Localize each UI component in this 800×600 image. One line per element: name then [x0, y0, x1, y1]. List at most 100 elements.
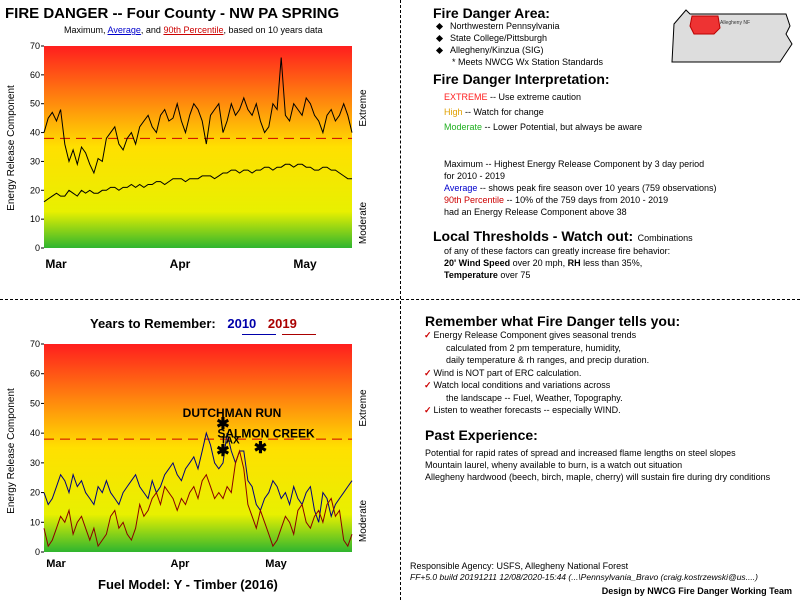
- remember-item2: Wind is NOT part of ERC calculation.: [433, 367, 582, 378]
- def-max: Maximum -- Highest Energy Release Compon…: [444, 158, 717, 170]
- y-tick-label: 40: [30, 428, 40, 438]
- wind-text: over 20 mph,: [512, 258, 566, 268]
- remember-item1: Energy Release Component gives seasonal …: [433, 330, 637, 340]
- remember-item3: Watch local conditions and variations ac…: [433, 380, 611, 390]
- y-tick-label: 70: [30, 41, 40, 51]
- high-label: High: [444, 107, 463, 117]
- bottom-plot-background: [44, 344, 352, 552]
- years-header: Years to Remember: 2010 2019: [90, 316, 297, 331]
- bullet-icon: [435, 47, 444, 55]
- fuel-model-label: Fuel Model: Y - Timber (2016): [98, 577, 278, 592]
- p90-label: 90th Percentile: [444, 195, 505, 205]
- thresholds-wind-rh: 20' Wind Speed over 20 mph, RH less than…: [444, 257, 670, 269]
- thresholds-temp: Temperature over 75: [444, 269, 670, 281]
- remember-item1c: daily temperature & rh ranges, and preci…: [446, 355, 650, 365]
- top-moderate-label: Moderate: [358, 201, 369, 244]
- moderate-text: -- Lower Potential, but always be aware: [484, 122, 643, 132]
- y-tick-label: 30: [30, 156, 40, 166]
- interp-list: EXTREME -- Use extreme caution High -- W…: [444, 90, 642, 135]
- bottom-extreme-label: Extreme: [358, 389, 369, 427]
- area-note: * Meets NWCG Wx Station Standards: [452, 57, 604, 67]
- y-tick-label: 0: [35, 243, 40, 253]
- map-label: Allegheny NF: [720, 20, 750, 26]
- subtitle-p90: 90th Percentile: [163, 25, 224, 35]
- max-label: Maximum: [444, 159, 484, 169]
- event-label-2: SALMON CREEK: [217, 427, 315, 441]
- avg-text: -- shows peak fire season over 10 years …: [479, 183, 717, 193]
- chart-subtitle: Maximum, Average, and 90th Percentile, b…: [64, 25, 323, 35]
- y-tick-label: 60: [30, 70, 40, 80]
- remember-item: ✓ Watch local conditions and variations a…: [424, 379, 649, 392]
- y-tick-label: 70: [30, 339, 40, 349]
- subtitle-suffix: , based on 10 years data: [223, 25, 323, 35]
- y-tick-label: 10: [30, 214, 40, 224]
- rh-text: less than 35%,: [583, 258, 643, 268]
- past-line2: Mountain laurel, wheny available to burn…: [425, 460, 683, 470]
- max-text2: for 2010 - 2019: [444, 171, 506, 181]
- rh-label: RH: [567, 258, 581, 268]
- remember-heading: Remember what Fire Danger tells you:: [425, 313, 681, 329]
- area-item: State College/Pittsburgh: [435, 32, 603, 44]
- design-credit: Design by NWCG Fire Danger Working Team: [601, 586, 792, 596]
- extreme-text: -- Use extreme caution: [490, 92, 582, 102]
- bottom-xlabel-may: May: [265, 558, 287, 570]
- remember-item3b: the landscape -- Fuel, Weather, Topograp…: [446, 392, 623, 403]
- bottom-xlabel-apr: Apr: [171, 558, 191, 570]
- y-tick-label: 50: [30, 99, 40, 109]
- fire-event-star-icon: ✱: [216, 416, 229, 433]
- agency-text: Responsible Agency: USFS, Allegheny Nati…: [410, 561, 629, 571]
- checkmark-icon: ✓: [424, 405, 432, 415]
- top-xlabel-may: May: [293, 257, 317, 271]
- thresholds-body: of any of these factors can greatly incr…: [444, 245, 670, 281]
- checkmark-icon: ✓: [424, 330, 432, 340]
- vertical-divider: [400, 0, 401, 600]
- remember-item: ✓ Wind is NOT part of ERC calculation.: [424, 367, 649, 380]
- moderate-label: Moderate: [444, 122, 483, 132]
- series-2019: [43, 449, 353, 548]
- year-2019-label: 2019: [267, 316, 297, 331]
- definitions: Maximum -- Highest Energy Release Compon…: [444, 158, 717, 218]
- subtitle-mid: , and: [140, 25, 161, 35]
- checkmark-icon: ✓: [424, 367, 432, 378]
- thresholds-title: Local Thresholds - Watch out:: [433, 228, 634, 244]
- subtitle-average: Average: [107, 25, 141, 35]
- top-ylabel: Energy Release Component: [6, 85, 17, 211]
- high-text: -- Watch for change: [465, 107, 544, 117]
- interp-moderate: Moderate -- Lower Potential, but always …: [444, 120, 642, 135]
- build-text: FF+5.0 build 20191211 12/08/2020-15:44 (…: [410, 572, 758, 582]
- checkmark-icon: ✓: [424, 380, 432, 390]
- horizontal-divider: [0, 299, 800, 300]
- years-header-label: Years to Remember:: [90, 316, 216, 331]
- max-text: -- Highest Energy Release Component by 3…: [485, 159, 705, 169]
- pa-outline-icon: [671, 9, 793, 63]
- temp-text: over 75: [500, 270, 531, 280]
- legend-2010-swatch: [242, 334, 276, 335]
- remember-item: ✓ Energy Release Component gives seasonal…: [424, 329, 649, 342]
- wind-label: 20' Wind Speed: [444, 258, 511, 268]
- remember-item: ✓ Listen to weather forecasts -- especial…: [424, 404, 649, 417]
- thresholds-tail: Combinations: [637, 233, 693, 243]
- top-plot-background: [44, 46, 352, 248]
- y-tick-label: 20: [30, 488, 40, 498]
- chart-title: FIRE DANGER -- Four County - NW PA SPRIN…: [5, 5, 340, 22]
- remember-list: ✓ Energy Release Component gives seasonal…: [424, 329, 649, 417]
- subtitle-prefix: Maximum,: [64, 25, 106, 35]
- bottom-ylabel: Energy Release Component: [6, 388, 17, 514]
- fire-event-star-icon: ✱: [254, 440, 267, 457]
- p90-text2: had an Energy Release Component above 38: [444, 207, 627, 217]
- past-line1: Potential for rapid rates of spread and …: [425, 448, 736, 458]
- series-2010: [43, 431, 353, 523]
- top-extreme-label: Extreme: [358, 89, 369, 127]
- past-body: Potential for rapid rates of spread and …: [425, 447, 770, 483]
- area-item-label: State College/Pittsburgh: [450, 33, 548, 43]
- bullet-icon: [435, 23, 444, 31]
- y-tick-label: 20: [30, 185, 40, 195]
- area-item-label: Allegheny/Kinzua (SIG): [450, 45, 544, 55]
- y-tick-label: 30: [30, 458, 40, 468]
- interp-heading: Fire Danger Interpretation:: [433, 71, 610, 87]
- y-tick-label: 0: [35, 547, 40, 557]
- area-item-label: Northwestern Pennsylvania: [450, 21, 560, 31]
- extreme-label: EXTREME: [444, 92, 488, 102]
- interp-extreme: EXTREME -- Use extreme caution: [444, 90, 642, 105]
- area-heading: Fire Danger Area:: [433, 5, 550, 21]
